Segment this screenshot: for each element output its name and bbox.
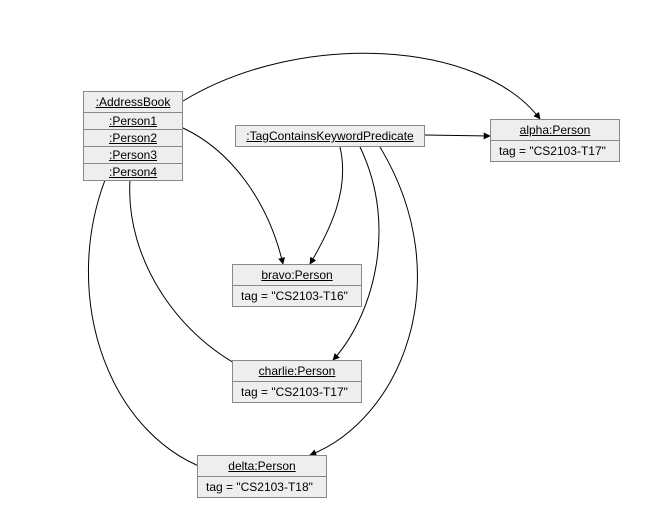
edge	[333, 147, 379, 360]
edge	[183, 53, 540, 119]
bravo-title: bravo:Person	[233, 265, 361, 286]
alpha-person-object: alpha:Person tag = "CS2103-T17"	[490, 119, 620, 162]
addressbook-person2: :Person2	[84, 130, 182, 147]
addressbook-person1: :Person1	[84, 113, 182, 130]
edge	[183, 128, 283, 264]
addressbook-title: :AddressBook	[84, 92, 182, 113]
edge	[88, 180, 215, 472]
predicate-title: :TagContainsKeywordPredicate	[236, 126, 424, 146]
alpha-tag-attr: tag = "CS2103-T17"	[491, 141, 619, 161]
addressbook-person3: :Person3	[84, 147, 182, 164]
edge	[425, 135, 490, 136]
predicate-object: :TagContainsKeywordPredicate	[235, 125, 425, 147]
bravo-person-object: bravo:Person tag = "CS2103-T16"	[232, 264, 362, 307]
delta-tag-attr: tag = "CS2103-T18"	[198, 477, 326, 497]
delta-title: delta:Person	[198, 456, 326, 477]
charlie-tag-attr: tag = "CS2103-T17"	[233, 382, 361, 402]
edges-layer	[0, 0, 659, 517]
bravo-tag-attr: tag = "CS2103-T16"	[233, 286, 361, 306]
addressbook-object: :AddressBook :Person1 :Person2 :Person3 …	[83, 91, 183, 181]
charlie-title: charlie:Person	[233, 361, 361, 382]
alpha-title: alpha:Person	[491, 120, 619, 141]
delta-person-object: delta:Person tag = "CS2103-T18"	[197, 455, 327, 498]
charlie-person-object: charlie:Person tag = "CS2103-T17"	[232, 360, 362, 403]
addressbook-person4: :Person4	[84, 164, 182, 180]
edge	[310, 147, 343, 264]
